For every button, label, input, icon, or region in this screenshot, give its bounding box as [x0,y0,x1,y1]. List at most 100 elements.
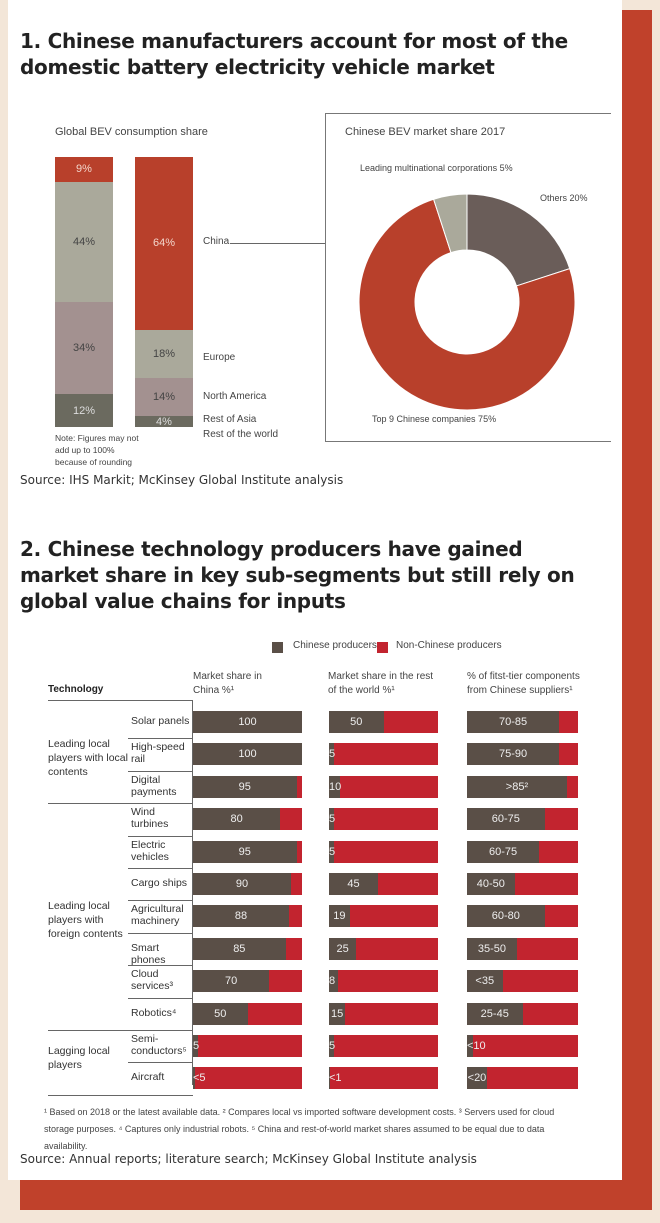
bar-row: 5 [329,840,438,863]
bar-china: 5 [193,1035,302,1057]
bar-china: 85 [193,937,302,960]
pie-label-top9: Top 9 Chinese companies 75% [372,414,497,424]
label-rest-of-asia: Rest of Asia [203,414,257,425]
bar-china: 90 [193,873,302,895]
row-rule [128,997,192,999]
bar-chinese-share: 100 [193,711,302,733]
bar-chinese-share: 35-50 [467,937,517,960]
legend-non-chinese: Non-Chinese producers [396,640,502,651]
donut-slice [432,193,468,254]
bar-chinese-share: 8 [329,970,338,993]
bar-comp: <10 [467,1035,578,1057]
technology-label: Semi-conductors⁵ [131,1033,187,1057]
row-rule [128,770,192,772]
chart1-title: 1. Chinese manufacturers account for mos… [20,29,568,79]
label-rest-of-world: Rest of the world [203,429,279,440]
bar-chinese-share: 25-45 [467,1002,523,1025]
technology-label: Digital payments [131,773,177,798]
bar-chinese-share: 85 [193,937,286,960]
bar-row: 45 [329,873,438,895]
legend-chinese: Chinese producers [293,640,377,651]
row-rule [128,900,192,902]
bar-comp: 35-50 [467,937,578,960]
label-europe: Europe [203,352,236,363]
technology-header: Technology [48,684,104,695]
technology-label: Cargo ships [131,877,188,889]
row-rule [128,1062,192,1064]
row-rule [128,868,192,869]
china-connector [230,243,325,244]
pie-frame [325,113,611,442]
label-china: China [203,236,230,247]
bar-comp: >85² [467,775,578,798]
bar-chinese-share: 80 [193,808,281,831]
col-header-china: Market share in China %¹ [193,671,262,696]
card-shadow-right [622,10,652,1210]
row-rule [128,932,192,934]
source-2: Source: Annual reports; literature searc… [20,1152,477,1166]
bar-segment: 12% [55,394,113,427]
technology-label: Agricultural machinery [131,903,184,928]
bar-chinese-share: 45 [329,873,379,895]
bar-chinese-share: 15 [329,1002,346,1025]
bar-china: 100 [193,711,302,733]
bar-chinese-share: 19 [329,905,350,928]
note: Note: Figures may not add up to 100% bec… [55,433,139,467]
bar-chinese-share: 5 [193,1035,199,1057]
bar-chinese-share: 5 [329,743,335,766]
technology-label: Smart phones [131,941,166,966]
bar-china: 50 [193,1002,302,1025]
technology-label: Electric vehicles [131,838,169,863]
bar-chinese-share: 50 [193,1002,248,1025]
bar-segment: 34% [55,301,113,395]
col-header-components: % of fitst-tier components from Chinese … [467,671,580,696]
bar-segment: 9% [55,157,113,182]
group-rule [48,803,193,805]
group-label: Leading local players with foreign conte… [48,899,123,940]
source-1: Source: IHS Markit; McKinsey Global Inst… [20,473,344,487]
bar-chinese-share: 70 [193,970,270,993]
bar-china: 95 [193,840,302,863]
chart1-subtitle: Global BEV consumption share [55,126,208,138]
technology-label: Wind turbines [131,806,169,831]
bar-chinese-share: 10 [329,775,341,798]
bar-china: 100 [193,743,302,766]
bar-row: 8 [329,970,438,993]
bar-segment: 44% [55,181,113,302]
group-label: Leading local players with local content… [48,737,128,778]
bar-chinese-share: 90 [193,873,292,895]
bar-comp: 60-75 [467,808,578,831]
group-label: Lagging local players [48,1045,110,1072]
bar-segment: 14% [135,378,193,417]
bar-row: 5 [329,808,438,831]
bar-comp: 60-75 [467,840,578,863]
bar-segment: 4% [135,416,193,428]
footnotes: ¹ Based on 2018 or the latest available … [44,1107,555,1151]
technology-label: Solar panels [131,715,190,727]
bar-chinese-share: 5 [329,840,335,863]
technology-label: Aircraft [131,1071,165,1084]
header-rule [48,700,193,701]
col-header-rest-of-world: Market share in the rest of the world %¹ [328,671,434,696]
pie-title: Chinese BEV market share 2017 [345,126,506,138]
bar-row: 25 [329,937,438,960]
bar-row: 19 [329,905,438,928]
bar-chinese-share: 40-50 [467,873,515,895]
bar-chinese-share: 60-80 [467,905,545,928]
bar-row: 15 [329,1002,438,1025]
bar-comp: <35 [467,970,578,993]
pie-label-multinationals: Leading multinational corporations 5% [360,163,513,173]
pie-label-others: Others 20% [540,193,588,203]
bar-chinese-share: 5 [329,1035,335,1057]
bar-comp: 60-80 [467,905,578,928]
bar-chinese-share: >85² [467,775,567,798]
bar-chinese-share: 5 [329,808,335,831]
bar-chinese-share: 25 [329,937,357,960]
bar-chinese-share: 75-90 [467,743,560,766]
bar-china: 95 [193,775,302,798]
bar-chinese-share: <20 [467,1067,487,1090]
legend-swatch-non-chinese [377,642,388,653]
bar-comp: 75-90 [467,743,578,766]
technology-label: Cloud services³ [131,968,174,993]
row-rule [128,738,192,740]
